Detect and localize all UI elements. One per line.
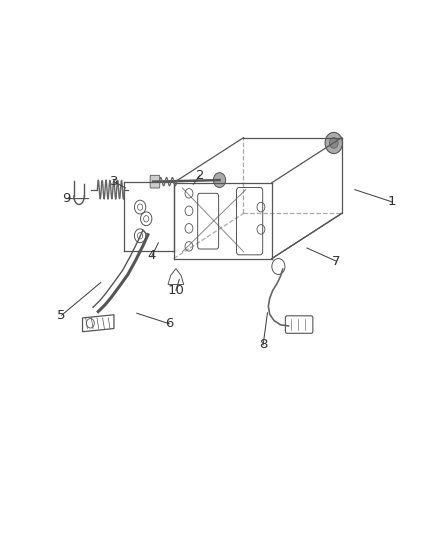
Circle shape <box>328 138 337 148</box>
Text: 3: 3 <box>110 175 118 188</box>
Text: 6: 6 <box>165 317 173 330</box>
Text: 5: 5 <box>57 309 66 322</box>
Text: 8: 8 <box>258 338 267 351</box>
Text: 4: 4 <box>147 249 156 262</box>
Circle shape <box>213 173 225 188</box>
Circle shape <box>324 132 342 154</box>
Text: 9: 9 <box>62 192 70 205</box>
FancyBboxPatch shape <box>150 175 159 188</box>
Text: 1: 1 <box>387 195 395 208</box>
Text: 7: 7 <box>332 255 340 268</box>
Text: 10: 10 <box>167 284 184 297</box>
Text: 2: 2 <box>195 169 204 182</box>
